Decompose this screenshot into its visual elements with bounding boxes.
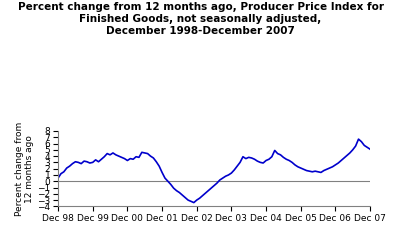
Y-axis label: Percent change from
12 months ago: Percent change from 12 months ago xyxy=(15,122,34,216)
Text: Percent change from 12 months ago, Producer Price Index for
Finished Goods, not : Percent change from 12 months ago, Produ… xyxy=(18,2,383,35)
